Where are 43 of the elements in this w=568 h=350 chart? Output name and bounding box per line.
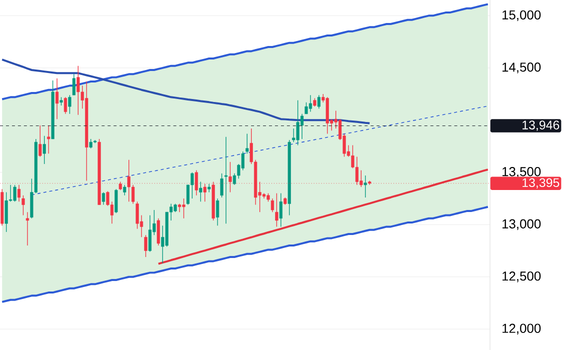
candlestick (114, 188, 118, 214)
candlestick (279, 192, 282, 228)
candlestick (224, 136, 228, 224)
candlestick (68, 94, 72, 114)
candlestick (216, 198, 220, 226)
candlestick (17, 184, 21, 202)
candlestick (22, 195, 25, 216)
ref-line-label: 13,395 (522, 178, 560, 188)
candlestick (55, 78, 59, 120)
y-tick-label: 12,000 (502, 324, 541, 334)
candlestick (270, 198, 274, 212)
candlestick (123, 184, 126, 196)
candlestick (72, 74, 76, 96)
candlestick (304, 102, 308, 114)
ref-line-label: 13,946 (522, 120, 560, 131)
candlestick (203, 184, 206, 202)
candlestick (199, 181, 202, 202)
candlestick (317, 94, 320, 110)
candlestick (300, 114, 304, 140)
candlestick (156, 218, 160, 246)
candlestick (275, 192, 278, 228)
candlestick (38, 125, 42, 158)
candlestick (102, 192, 106, 206)
candlestick (246, 133, 249, 154)
candlestick (296, 100, 300, 146)
y-tick-label: 13,500 (502, 167, 541, 178)
candlestick (64, 96, 68, 114)
candlestick (76, 65, 80, 116)
candlestick (308, 94, 312, 112)
candlestick (220, 173, 224, 198)
y-tick-label: 13,000 (502, 219, 541, 230)
candlestick (182, 198, 186, 219)
candlestick (136, 201, 139, 230)
candlestick (13, 184, 16, 202)
candlestick (47, 125, 50, 154)
candlestick (178, 203, 182, 212)
candlestick (144, 234, 148, 258)
candlestick (26, 212, 29, 246)
y-tick-label: 14,500 (502, 62, 541, 74)
candlestick (364, 175, 367, 198)
candlestick (42, 135, 46, 164)
y-tick-label: 12,500 (502, 272, 541, 282)
y-tick-label: 15,000 (502, 10, 541, 22)
